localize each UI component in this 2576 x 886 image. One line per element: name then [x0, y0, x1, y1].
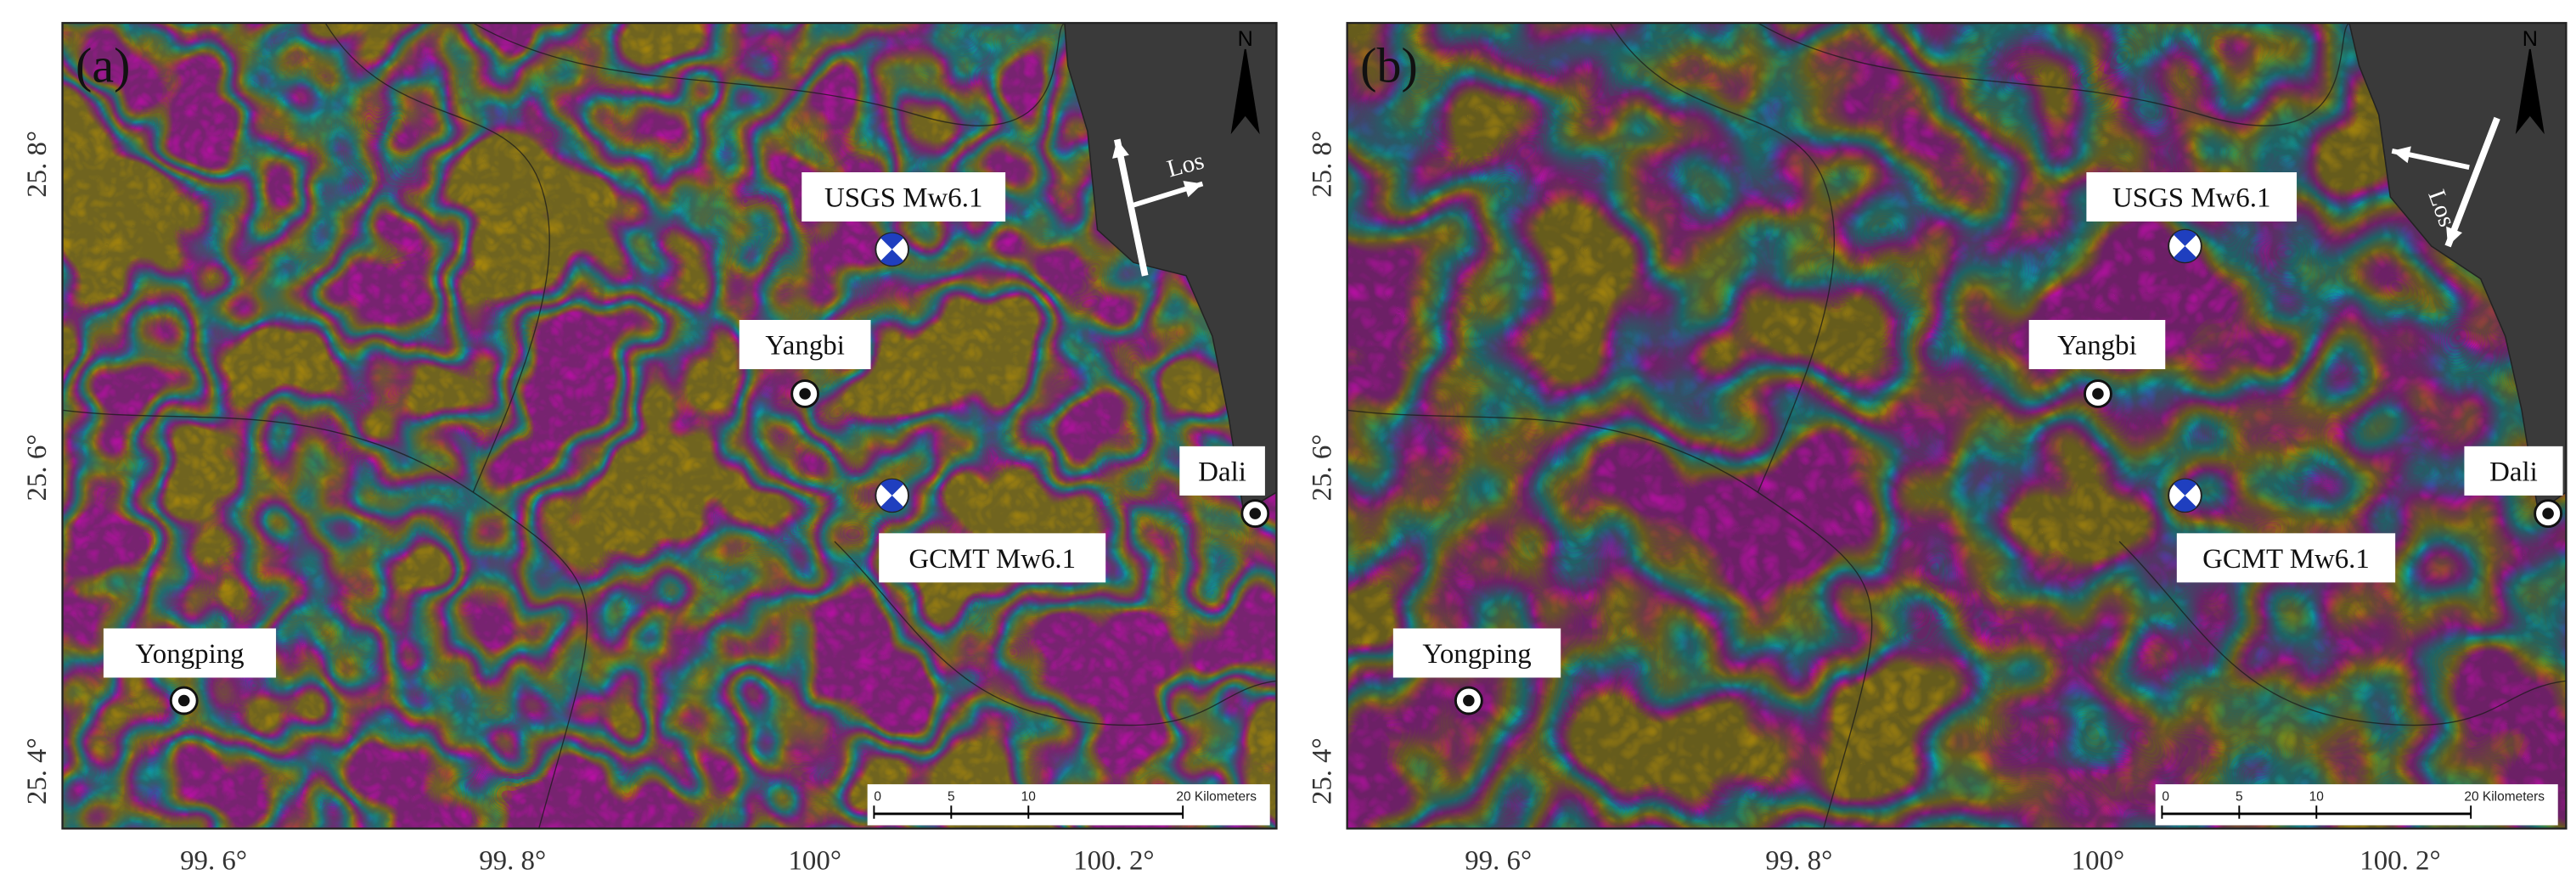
scale-bar-label: 20 Kilometers: [1176, 789, 1257, 804]
place-label: Yangbi: [2057, 331, 2137, 362]
x-tick-label: 99. 8°: [1765, 846, 1832, 877]
place-label-box: [2086, 172, 2298, 222]
place-label-box: [1179, 446, 1265, 496]
focal-mechanism-quadrant: [2173, 479, 2197, 512]
boundary-line: [1609, 22, 1835, 493]
boundary-line: [834, 541, 1277, 726]
north-label: N: [2523, 27, 2538, 51]
north-arrow: [2515, 48, 2545, 135]
focal-mechanism-quadrant: [2173, 229, 2197, 263]
interferogram: [62, 23, 1277, 829]
look-arrow-head: [2392, 146, 2411, 164]
y-tick-label: 25. 4°: [1307, 737, 1337, 805]
town-marker-dot: [799, 388, 811, 400]
x-tick-label: 100°: [2072, 846, 2124, 877]
place-label-box: [2464, 446, 2563, 496]
town-marker-dot: [2092, 388, 2104, 400]
place-label: USGS Mw6.1: [2112, 183, 2270, 214]
x-tick-label: 99. 6°: [180, 846, 247, 877]
x-tick-label: 99. 8°: [479, 846, 546, 877]
boundary-line: [1758, 22, 2350, 126]
place-label: Yangbi: [765, 331, 845, 362]
boundary-line: [1347, 409, 1873, 829]
panel-label: (a): [76, 38, 130, 93]
map-frame: [1346, 21, 2568, 830]
look-arrow-head: [1183, 181, 1203, 198]
north-label: N: [1238, 27, 1253, 51]
place-label: Yongping: [1422, 639, 1531, 670]
place-label: Dali: [2489, 457, 2538, 487]
y-tick-label: 25. 6°: [1307, 435, 1337, 502]
place-label-box: [1392, 628, 1561, 678]
focal-mechanism-quadrant: [880, 233, 904, 266]
place-label: GCMT Mw6.1: [2202, 544, 2370, 575]
boundary-line: [472, 22, 1066, 126]
x-tick-label: 100. 2°: [2359, 846, 2440, 877]
place-label: USGS Mw6.1: [824, 183, 982, 214]
boundary-line: [2118, 541, 2567, 726]
place-label-box: [2028, 320, 2166, 369]
town-marker-dot: [1463, 694, 1475, 707]
boundary-line: [62, 409, 588, 829]
scale-bar-label: 10: [1021, 789, 1036, 804]
focal-mechanism-quadrant: [880, 479, 904, 512]
place-label-box: [801, 172, 1006, 222]
place-label: Dali: [1198, 457, 1246, 487]
los-arrow-head: [1112, 139, 1129, 159]
y-tick-label: 25. 8°: [1307, 131, 1337, 198]
boundary-line: [324, 22, 550, 493]
los-arrow-head: [2446, 226, 2463, 246]
scale-bar-label: 20 Kilometers: [2464, 789, 2545, 804]
town-marker-dot: [1249, 507, 1262, 519]
north-arrow: [1230, 48, 1260, 135]
place-label: Yongping: [135, 639, 244, 670]
panel-label: (b): [1360, 38, 1418, 93]
los-arrow: [2444, 116, 2500, 248]
place-label-box: [103, 628, 277, 678]
x-tick-label: 99. 6°: [1465, 846, 1532, 877]
place-label-box: [739, 320, 871, 369]
scale-bar-box: [867, 784, 1270, 826]
map-frame: [61, 21, 1278, 830]
town-marker-dot: [177, 694, 190, 707]
place-label-box: [2176, 533, 2396, 583]
place-label-box: [879, 533, 1106, 583]
scale-bar-label: 10: [2309, 789, 2324, 804]
los-arrow: [1113, 138, 1149, 277]
scale-bar-label: 0: [874, 789, 881, 804]
scale-bar-label: 5: [948, 789, 955, 804]
place-label: GCMT Mw6.1: [908, 544, 1076, 575]
town-marker-dot: [2542, 507, 2554, 519]
interferogram: [1347, 23, 2567, 829]
scale-bar-box: [2155, 784, 2558, 826]
y-tick-label: 25. 4°: [22, 737, 53, 805]
y-tick-label: 25. 6°: [22, 435, 53, 502]
x-tick-label: 100. 2°: [1073, 846, 1154, 877]
scale-bar-label: 5: [2236, 789, 2243, 804]
scale-bar-label: 0: [2162, 789, 2169, 804]
y-tick-label: 25. 8°: [22, 131, 53, 198]
x-tick-label: 100°: [788, 846, 841, 877]
